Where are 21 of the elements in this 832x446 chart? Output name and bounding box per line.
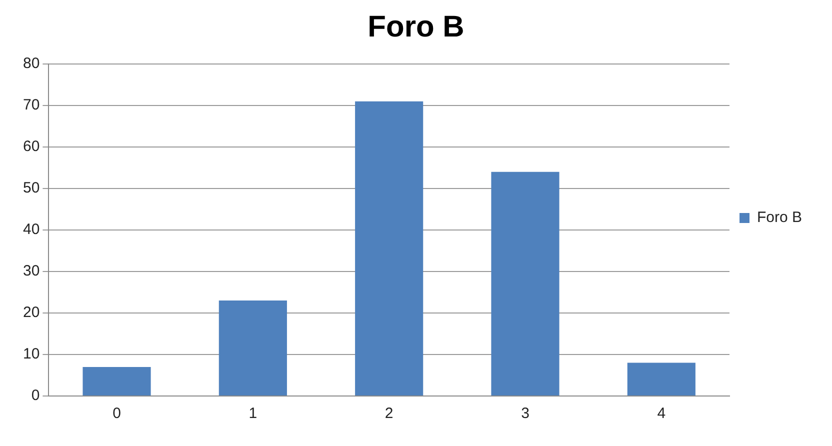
y-tick-label: 70 [22,96,40,114]
x-tick-label: 1 [248,405,258,422]
y-tick-label: 50 [22,180,40,197]
y-tick-label: 40 [22,221,40,238]
y-tick-label: 80 [22,55,40,72]
chart-title: Foro B [368,10,464,44]
x-tick-label: 3 [521,405,530,422]
y-tick-label: 60 [22,138,40,156]
legend-label: Foro B [756,209,802,226]
y-tick-label: 30 [22,262,40,280]
y-tick-label: 20 [22,304,40,322]
bar [355,101,424,396]
bar [627,362,696,396]
bar [491,172,560,396]
x-tick-label: 4 [657,405,666,422]
x-tick-label: 0 [112,405,121,422]
bar [82,366,151,396]
x-tick-label: 2 [384,405,394,422]
y-tick-label: 0 [31,387,40,404]
bar [218,300,287,396]
y-tick-label: 10 [22,346,40,363]
